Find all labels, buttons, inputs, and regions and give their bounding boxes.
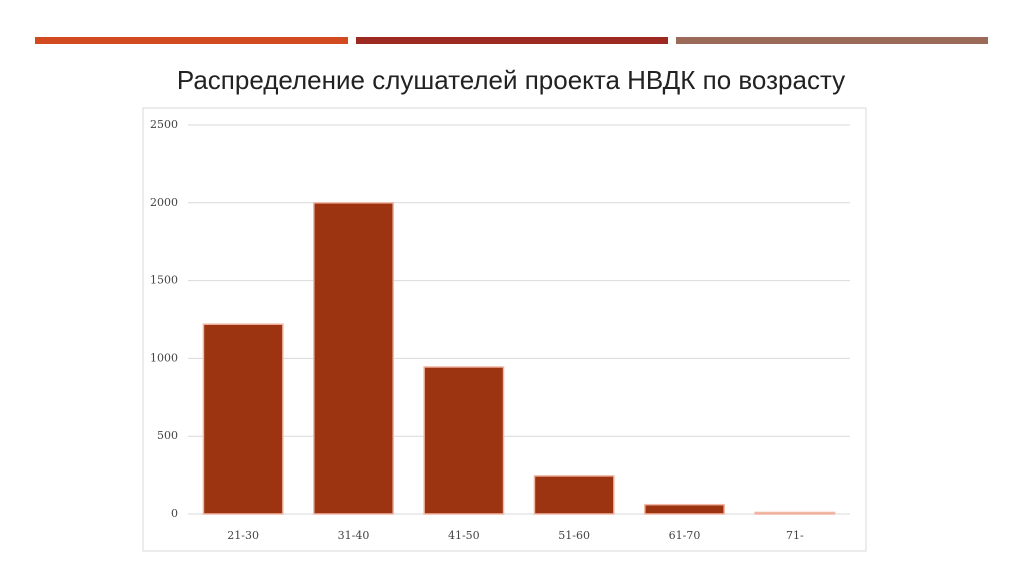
decor-bar — [35, 37, 348, 44]
chart-title: Распределение слушателей проекта НВДК по… — [177, 65, 845, 95]
y-tick-label: 1000 — [150, 351, 178, 364]
x-tick-label: 31-40 — [338, 529, 370, 542]
y-tick-label: 500 — [157, 429, 178, 442]
x-tick-label: 51-60 — [558, 529, 590, 542]
bar — [423, 366, 505, 515]
y-tick-label: 2000 — [150, 196, 178, 209]
y-tick-label: 0 — [171, 507, 178, 520]
bar — [313, 202, 394, 515]
y-tick-label: 1500 — [150, 274, 178, 287]
x-tick-label: 71- — [786, 529, 804, 542]
bar — [202, 323, 284, 515]
bar — [533, 475, 615, 515]
y-tick-label: 2500 — [150, 118, 178, 131]
bar — [754, 511, 836, 515]
x-tick-label: 61-70 — [669, 529, 701, 542]
bar — [644, 503, 725, 515]
decor-bar — [356, 37, 668, 44]
chart-frame — [142, 107, 867, 552]
x-tick-label: 21-30 — [227, 529, 259, 542]
x-tick-label: 41-50 — [448, 529, 480, 542]
decor-bar — [676, 37, 988, 44]
